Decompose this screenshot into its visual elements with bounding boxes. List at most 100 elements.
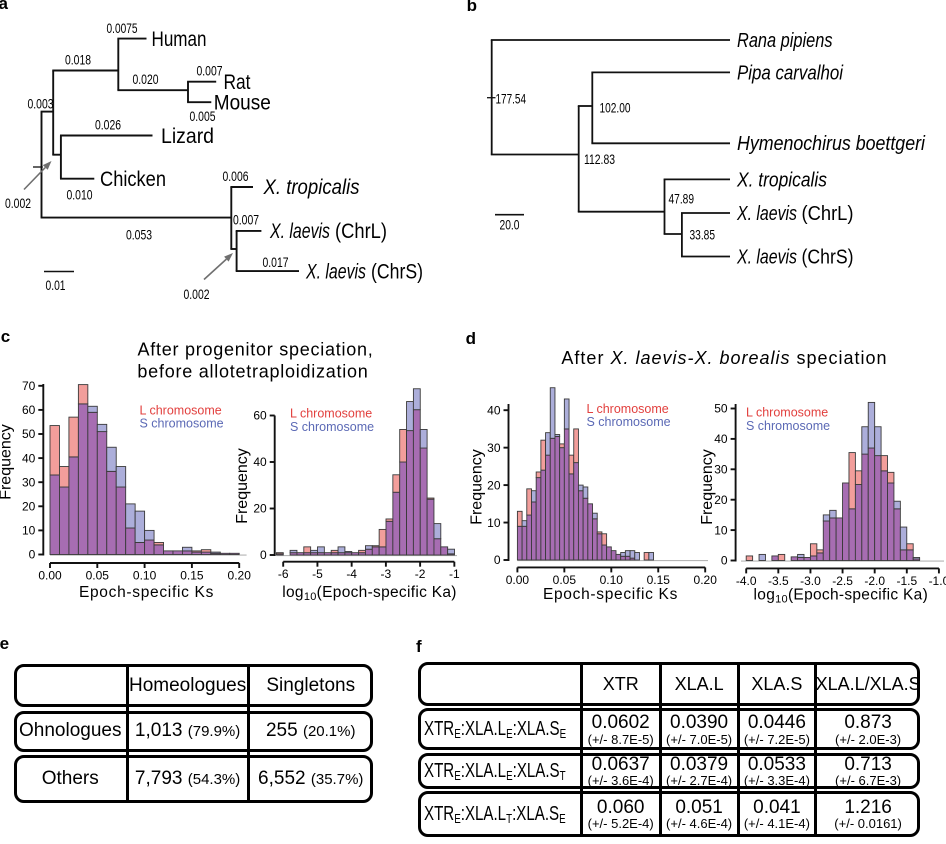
svg-text:(ChrS): (ChrS): [371, 260, 423, 283]
svg-text:0.006: 0.006: [223, 168, 249, 184]
svg-text:10: 10: [714, 523, 728, 537]
svg-text:50: 50: [714, 402, 728, 416]
svg-text:Mouse: Mouse: [214, 92, 271, 115]
svg-text:0.05: 0.05: [553, 573, 577, 587]
svg-text:0.007: 0.007: [197, 63, 223, 79]
svg-text:Pipa carvalhoi: Pipa carvalhoi: [737, 63, 843, 85]
svg-text:S chromosome: S chromosome: [587, 415, 671, 429]
svg-text:-2.5: -2.5: [832, 574, 853, 588]
svg-text:40: 40: [487, 403, 501, 417]
svg-text:-5: -5: [312, 567, 323, 581]
svg-text:33.85: 33.85: [690, 227, 716, 243]
svg-text:20.0: 20.0: [500, 217, 520, 233]
svg-text:Hymenochirus boettgeri: Hymenochirus boettgeri: [737, 133, 925, 155]
svg-text:Chicken: Chicken: [100, 168, 166, 191]
svg-text:70: 70: [22, 379, 36, 393]
svg-text:Frequency: Frequency: [469, 449, 486, 525]
svg-text:0.10: 0.10: [600, 573, 624, 587]
svg-text:0.20: 0.20: [694, 573, 718, 587]
svg-text:40: 40: [714, 432, 728, 446]
svg-text:After progenitor speciation,: After progenitor speciation,: [137, 340, 373, 360]
svg-text:30: 30: [487, 441, 501, 455]
svg-text:X. tropicalis: X. tropicalis: [736, 169, 827, 191]
svg-text:0.00: 0.00: [506, 573, 530, 587]
svg-text:-1.0: -1.0: [929, 574, 946, 588]
svg-text:-2: -2: [415, 567, 426, 581]
svg-text:40: 40: [253, 455, 267, 469]
svg-text:Rat: Rat: [224, 71, 251, 94]
svg-text:Human: Human: [152, 28, 207, 51]
svg-text:0.007: 0.007: [233, 212, 259, 228]
svg-text:10: 10: [22, 524, 36, 538]
svg-text:0.01: 0.01: [46, 277, 66, 293]
svg-text:20: 20: [22, 500, 36, 514]
svg-text:0: 0: [494, 553, 501, 567]
svg-text:0.15: 0.15: [647, 573, 671, 587]
svg-text:0.017: 0.017: [263, 254, 289, 270]
svg-text:50: 50: [22, 427, 36, 441]
svg-text:Epoch-specific Ks: Epoch-specific Ks: [79, 584, 214, 601]
svg-text:0: 0: [260, 548, 267, 562]
svg-text:0.002: 0.002: [184, 286, 210, 302]
svg-text:log10(Epoch-specific Ka): log10(Epoch-specific Ka): [754, 587, 929, 606]
svg-text:-2.0: -2.0: [864, 574, 885, 588]
svg-text:S chromosome: S chromosome: [290, 420, 374, 434]
svg-text:60: 60: [22, 403, 36, 417]
svg-text:X. laevis: X. laevis: [269, 220, 330, 243]
svg-text:S chromosome: S chromosome: [746, 419, 830, 433]
svg-text:0.010: 0.010: [67, 187, 93, 203]
svg-text:(ChrL): (ChrL): [802, 203, 854, 225]
svg-text:0.026: 0.026: [95, 117, 121, 133]
svg-text:10: 10: [487, 516, 501, 530]
svg-text:After X. laevis-X. borealis sp: After X. laevis-X. borealis speciation: [561, 348, 887, 368]
svg-text:X. tropicalis: X. tropicalis: [263, 176, 360, 199]
svg-text:L chromosome: L chromosome: [140, 403, 222, 417]
svg-text:L chromosome: L chromosome: [290, 407, 372, 421]
svg-text:0.005: 0.005: [190, 108, 216, 124]
svg-text:-3.5: -3.5: [768, 574, 789, 588]
svg-text:0.018: 0.018: [65, 52, 91, 68]
svg-text:Epoch-specific Ks: Epoch-specific Ks: [543, 586, 678, 603]
svg-text:-6: -6: [278, 567, 289, 581]
svg-text:before allotetraploidization: before allotetraploidization: [137, 362, 368, 382]
svg-text:0.05: 0.05: [86, 569, 110, 583]
svg-text:Frequency: Frequency: [699, 449, 716, 525]
svg-text:20: 20: [487, 478, 501, 492]
svg-text:Lizard: Lizard: [161, 125, 214, 148]
svg-text:0: 0: [721, 554, 728, 568]
svg-text:L chromosome: L chromosome: [746, 406, 828, 420]
svg-text:0.0075: 0.0075: [107, 20, 138, 36]
svg-text:60: 60: [253, 409, 267, 423]
svg-text:(ChrL): (ChrL): [335, 220, 387, 243]
svg-text:20: 20: [253, 502, 267, 516]
svg-text:0.020: 0.020: [133, 71, 159, 87]
svg-text:0.10: 0.10: [133, 569, 157, 583]
svg-text:Frequency: Frequency: [234, 448, 251, 524]
svg-text:102.00: 102.00: [600, 100, 631, 116]
svg-text:X. laevis: X. laevis: [305, 260, 366, 283]
svg-text:log10(Epoch-specific Ka): log10(Epoch-specific Ka): [282, 584, 457, 603]
svg-text:40: 40: [22, 451, 36, 465]
svg-text:-3.0: -3.0: [800, 574, 821, 588]
svg-text:0.00: 0.00: [38, 569, 62, 583]
svg-text:Frequency: Frequency: [0, 424, 15, 500]
svg-text:-4.0: -4.0: [736, 574, 757, 588]
svg-text:0.053: 0.053: [126, 227, 152, 243]
svg-text:0.003: 0.003: [28, 96, 54, 112]
svg-text:-3: -3: [381, 567, 392, 581]
svg-text:-1.5: -1.5: [896, 574, 917, 588]
svg-text:47.89: 47.89: [669, 191, 695, 207]
svg-text:112.83: 112.83: [584, 151, 615, 167]
svg-text:20: 20: [714, 493, 728, 507]
svg-text:Rana pipiens: Rana pipiens: [737, 30, 833, 52]
svg-text:30: 30: [714, 463, 728, 477]
svg-text:0.20: 0.20: [228, 569, 252, 583]
svg-text:0.002: 0.002: [5, 195, 31, 211]
svg-text:30: 30: [22, 475, 36, 489]
svg-text:-4: -4: [346, 567, 357, 581]
svg-text:L chromosome: L chromosome: [587, 402, 669, 416]
svg-text:0.15: 0.15: [180, 569, 204, 583]
svg-text:S chromosome: S chromosome: [140, 417, 224, 431]
svg-text:X. laevis: X. laevis: [736, 246, 797, 268]
svg-text:-1: -1: [449, 567, 460, 581]
